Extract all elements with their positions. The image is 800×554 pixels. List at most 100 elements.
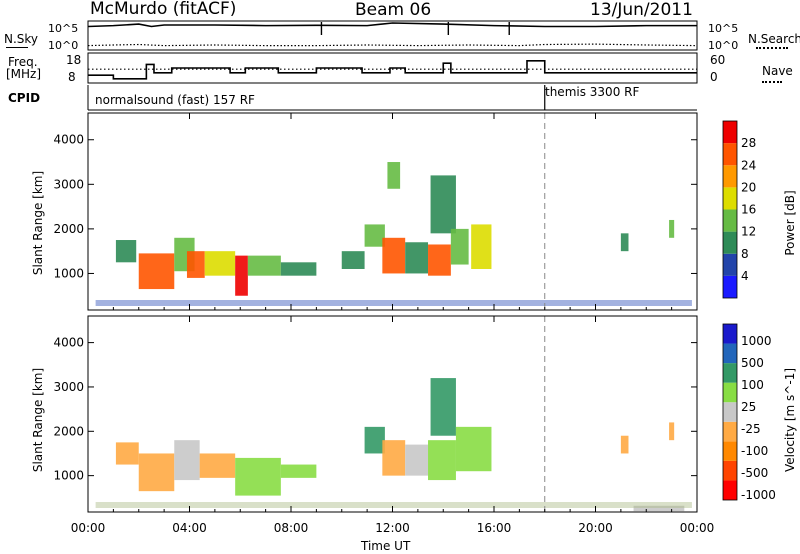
- data-region: [620, 233, 629, 252]
- data-region: [247, 255, 281, 276]
- y-tick-label: 2000: [53, 222, 84, 236]
- colorbar-tick-label: 100: [741, 378, 764, 392]
- y-tick-label: 2000: [53, 424, 84, 438]
- colorbar-tick-label: 28: [741, 136, 756, 150]
- data-region: [280, 262, 317, 276]
- date-title: 13/Jun/2011: [590, 0, 693, 20]
- panel-frame: [87, 315, 698, 513]
- y-tick-label: 1000: [53, 469, 84, 483]
- data-region: [387, 162, 401, 189]
- colorbar-segment: [723, 382, 737, 403]
- nave-legend-line: [762, 81, 782, 83]
- colorbar-tick-label: 12: [741, 225, 756, 239]
- colorbar-segment: [723, 187, 737, 210]
- data-region: [364, 426, 385, 454]
- colorbar-tick-label: 4: [741, 269, 749, 283]
- freq-label: Freq.: [8, 55, 38, 69]
- station-title: McMurdo (fitACF): [90, 0, 237, 19]
- y-tick-label: 4000: [53, 133, 84, 147]
- colorbar-segment: [723, 253, 737, 276]
- data-region: [174, 440, 200, 481]
- colorbar-tick-label: -25: [741, 422, 761, 436]
- colorbar-segment: [723, 275, 737, 298]
- nave-tick-bottom: 0: [710, 70, 718, 84]
- data-region: [364, 224, 385, 247]
- ground-scatter-strip: [95, 300, 692, 306]
- nave-tick-top: 60: [710, 53, 726, 67]
- colorbar-segment: [723, 343, 737, 364]
- y-tick-label: 4000: [53, 336, 84, 350]
- time-axis-label: Time UT: [361, 539, 411, 553]
- data-region: [669, 422, 675, 441]
- data-region: [138, 453, 175, 492]
- nsearch-series-line: [87, 43, 698, 47]
- data-region: [405, 444, 429, 476]
- x-tick-label: 12:00: [375, 521, 410, 535]
- data-region: [115, 442, 139, 465]
- colorbar-frame: [722, 120, 738, 299]
- nsky-tick-bottom: 10^0: [48, 39, 79, 52]
- colorbar-segment: [723, 480, 737, 500]
- data-region: [633, 505, 685, 512]
- freq-frame: [87, 52, 698, 84]
- nsky-tick-top: 10^5: [48, 22, 79, 35]
- data-region: [235, 255, 248, 296]
- y-tick-label: 1000: [53, 266, 84, 280]
- colorbar-segment: [723, 441, 737, 461]
- colorbar-segment: [723, 121, 737, 144]
- x-tick-label: 16:00: [477, 521, 512, 535]
- panel-frame: [87, 112, 698, 311]
- x-tick-label: 00:00: [71, 521, 106, 535]
- colorbar-segment: [723, 324, 737, 344]
- data-region: [341, 251, 365, 269]
- freq-tick-bottom: 8: [68, 70, 76, 84]
- cpid-program-2: themis 3300 RF: [545, 85, 640, 99]
- data-region: [669, 219, 675, 238]
- power-panel: [87, 112, 738, 311]
- data-region: [382, 237, 406, 274]
- data-region: [430, 378, 456, 436]
- cpid-label: CPID: [8, 91, 41, 105]
- freq-unit-label: [MHz]: [6, 67, 42, 81]
- colorbar-tick-label: 20: [741, 180, 756, 194]
- colorbar-tick-label: 1000: [741, 334, 772, 348]
- colorbar-segment: [723, 209, 737, 232]
- data-region: [115, 240, 137, 263]
- data-region: [430, 175, 456, 234]
- nsky-series-line: [87, 22, 697, 28]
- beam-title: Beam 06: [355, 0, 432, 20]
- nsky-frame: [87, 20, 698, 51]
- colorbar-tick-label: 8: [741, 247, 749, 261]
- colorbar-segment: [723, 363, 737, 383]
- data-region: [186, 251, 205, 278]
- data-region: [382, 440, 406, 476]
- x-tick-label: 00:00: [680, 521, 715, 535]
- colorbar-segment: [723, 165, 737, 188]
- ground-scatter-strip: [95, 502, 692, 508]
- data-region: [280, 464, 317, 478]
- colorbar-tick-label: -100: [741, 444, 768, 458]
- data-region: [204, 251, 236, 276]
- nsky-legend-line: [6, 47, 28, 48]
- y-tick-label: 3000: [53, 380, 84, 394]
- colorbar-tick-label: 25: [741, 400, 756, 414]
- data-region: [455, 426, 492, 472]
- nsearch-tick-top: 10^5: [708, 22, 739, 35]
- velocity-panel: [87, 315, 738, 513]
- data-region: [450, 228, 469, 265]
- colorbar-segment: [723, 402, 737, 422]
- data-region: [428, 440, 456, 481]
- data-region: [428, 244, 451, 276]
- nsearch-legend-line: [756, 47, 788, 49]
- colorbar-segment: [723, 460, 737, 481]
- data-region: [471, 224, 492, 269]
- data-region: [620, 435, 629, 454]
- nave-label: Nave: [762, 64, 793, 78]
- colorbar-segment: [723, 231, 737, 254]
- x-tick-label: 20:00: [578, 521, 613, 535]
- freq-tick-top: 18: [66, 53, 82, 67]
- nsky-label: N.Sky: [4, 32, 39, 46]
- data-region: [405, 242, 429, 274]
- colorbar-tick-label: -500: [741, 466, 768, 480]
